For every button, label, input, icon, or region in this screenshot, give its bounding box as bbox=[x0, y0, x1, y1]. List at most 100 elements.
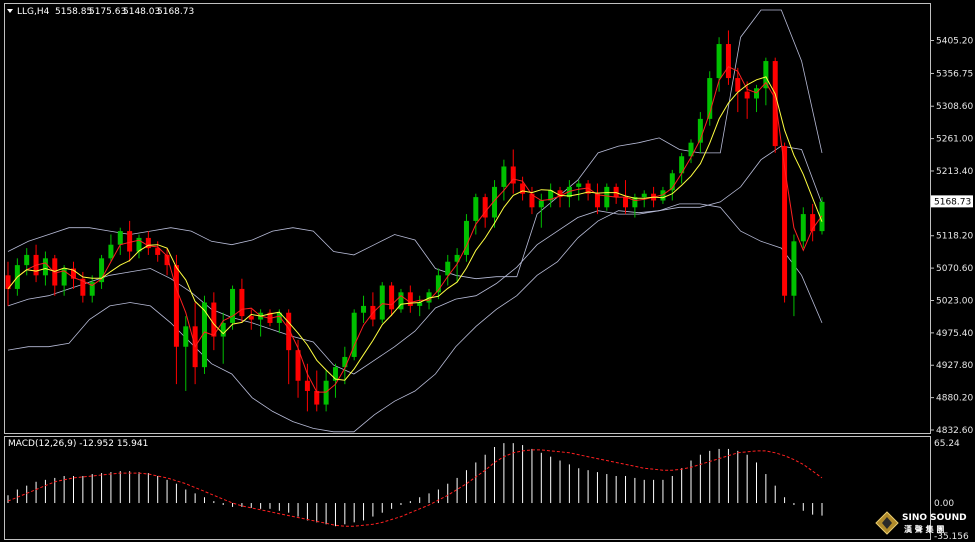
candle-body bbox=[772, 61, 778, 147]
candle-body bbox=[164, 254, 170, 266]
candle-body bbox=[445, 261, 451, 276]
candle-body bbox=[108, 244, 114, 259]
candle-body bbox=[80, 278, 86, 296]
candle-body bbox=[492, 186, 498, 218]
candle-body bbox=[361, 305, 367, 313]
candle-body bbox=[211, 302, 217, 337]
macd-tick-label: 0.00 bbox=[934, 499, 954, 509]
ohlc-open: 5158.85 bbox=[55, 7, 92, 17]
macd-histogram bbox=[7, 443, 823, 527]
ma-slow-line bbox=[7, 76, 823, 381]
macd-tick-label: 65.24 bbox=[934, 439, 960, 449]
macd-signal-path bbox=[7, 449, 823, 527]
candle-body bbox=[660, 190, 666, 201]
candle-body bbox=[725, 44, 731, 79]
candle-body bbox=[566, 186, 572, 198]
macd-tick-label: -35.156 bbox=[934, 532, 969, 542]
candle-body bbox=[342, 356, 348, 368]
candle-body bbox=[697, 118, 703, 143]
candle-body bbox=[286, 312, 292, 351]
main-chart-border bbox=[4, 3, 931, 434]
candle-body bbox=[520, 183, 526, 194]
candle-body bbox=[763, 61, 769, 89]
candle-body bbox=[735, 78, 741, 92]
candle-body bbox=[707, 78, 713, 119]
candle-body bbox=[332, 367, 338, 381]
price-tick-label: 5405.20 bbox=[936, 37, 973, 47]
bb-mid-line bbox=[7, 145, 823, 375]
sino-sound-logo: SINO SOUND 漢 聲 集 團 bbox=[875, 511, 967, 535]
candle-body bbox=[679, 156, 685, 174]
candle-body bbox=[379, 285, 385, 320]
candle-body bbox=[24, 254, 30, 266]
ohlc-close: 5168.73 bbox=[157, 7, 194, 17]
candle-body bbox=[548, 190, 554, 201]
candle-body bbox=[220, 322, 226, 337]
candle-body bbox=[61, 268, 67, 286]
candle-body bbox=[454, 254, 460, 262]
candle-body bbox=[791, 241, 797, 296]
candle-body bbox=[351, 312, 357, 357]
candle-body bbox=[716, 44, 722, 79]
candle-body bbox=[688, 142, 694, 157]
moving-averages bbox=[7, 66, 823, 393]
symbol-header[interactable]: LLG,H4 5158.85 5175.63 5148.03 5168.73 bbox=[7, 7, 194, 17]
ma-fast-line bbox=[7, 66, 823, 393]
price-tick-label: 4975.40 bbox=[936, 329, 973, 339]
candle-body bbox=[52, 258, 58, 286]
logo-name: SINO SOUND bbox=[902, 513, 967, 523]
candle-body bbox=[800, 214, 806, 242]
macd-axis: 65.24 0.00 -35.156 bbox=[934, 439, 969, 542]
macd-label: MACD(12,26,9) -12.952 15.941 bbox=[8, 439, 148, 449]
price-tick-label: 5070.60 bbox=[936, 264, 973, 274]
candle-body bbox=[426, 292, 432, 303]
bollinger-bands bbox=[7, 9, 823, 433]
candle-body bbox=[782, 146, 788, 296]
candle-body bbox=[230, 288, 236, 323]
candle-body bbox=[576, 183, 582, 187]
candle-body bbox=[641, 193, 647, 198]
current-price-marker: 5168.73 bbox=[931, 195, 973, 208]
candle-body bbox=[239, 288, 245, 317]
dropdown-triangle-icon[interactable] bbox=[7, 9, 13, 13]
price-tick-label: 4927.80 bbox=[936, 361, 973, 371]
candle-body bbox=[510, 166, 516, 184]
ohlc-high: 5175.63 bbox=[89, 7, 126, 17]
candle-body bbox=[407, 292, 413, 306]
candle-body bbox=[323, 380, 329, 405]
candle-body bbox=[42, 258, 48, 276]
ohlc-low: 5148.03 bbox=[123, 7, 160, 17]
candle-body bbox=[482, 197, 488, 218]
current-price-label: 5168.73 bbox=[934, 197, 971, 207]
candle-body bbox=[810, 214, 816, 232]
candle-body bbox=[435, 275, 441, 293]
candle-body bbox=[89, 282, 95, 296]
candle-body bbox=[183, 326, 189, 347]
logo-sub: 漢 聲 集 團 bbox=[904, 524, 944, 534]
bb-lower-line bbox=[7, 203, 823, 433]
price-tick-label: 5118.20 bbox=[936, 232, 973, 242]
candle-body bbox=[295, 350, 301, 381]
candle-body bbox=[127, 231, 133, 252]
candle-body bbox=[623, 197, 629, 208]
candle-body bbox=[117, 231, 123, 245]
price-tick-label: 5023.00 bbox=[936, 296, 973, 306]
candle-body bbox=[276, 312, 282, 323]
candle-body bbox=[398, 292, 404, 310]
candle-body bbox=[613, 186, 619, 198]
candle-body bbox=[304, 380, 310, 391]
candle-body bbox=[538, 200, 544, 208]
candle-body bbox=[70, 268, 76, 279]
candle-body bbox=[529, 193, 535, 208]
candle-body bbox=[389, 285, 395, 310]
candle-body bbox=[155, 248, 161, 255]
price-tick-label: 5308.60 bbox=[936, 102, 973, 112]
candle-body bbox=[669, 173, 675, 191]
candle-body bbox=[314, 390, 320, 405]
candle-body bbox=[754, 88, 760, 99]
candle-body bbox=[136, 237, 142, 252]
current-price-box bbox=[931, 195, 973, 208]
candle-body bbox=[557, 190, 563, 198]
candle-body bbox=[201, 302, 207, 368]
